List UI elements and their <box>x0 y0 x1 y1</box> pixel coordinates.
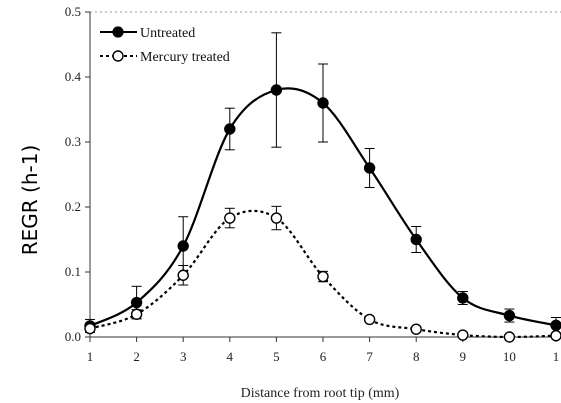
x-tick-label: 3 <box>180 349 187 364</box>
data-point-untreated <box>363 162 376 174</box>
legend-untreated-label: Untreated <box>140 26 195 41</box>
y-tick-label: 0.3 <box>65 134 81 149</box>
series-mercury-treated <box>84 205 561 343</box>
y-tick-label: 0.2 <box>65 199 81 214</box>
data-point-mercury-treated <box>130 308 143 320</box>
x-tick-label: 1 <box>87 349 94 364</box>
data-point-untreated <box>410 233 422 246</box>
series-layer <box>84 32 561 343</box>
data-point-mercury-treated <box>410 323 422 335</box>
data-point-untreated <box>130 296 143 309</box>
data-point-mercury-treated <box>503 331 516 343</box>
y-tick-label: 0.5 <box>65 4 81 19</box>
data-point-mercury-treated <box>457 329 469 341</box>
legend-mercury-label: Mercury treated <box>140 50 230 65</box>
data-point-untreated <box>457 292 469 304</box>
data-point-mercury-treated <box>363 313 376 326</box>
x-tick-label: 10 <box>503 349 516 364</box>
legend-item-untreated: Untreated <box>100 26 195 41</box>
legend: Untreated Mercury treated <box>100 26 230 65</box>
x-tick-label: 5 <box>273 349 280 364</box>
legend-item-mercury: Mercury treated <box>100 50 230 65</box>
y-axis-label: REGR (h-1) <box>18 145 42 256</box>
data-point-untreated <box>550 319 561 331</box>
legend-mercury-marker <box>112 50 124 62</box>
x-tick-label: 8 <box>413 349 420 364</box>
x-tick-label: 1 <box>553 349 560 364</box>
data-point-mercury-treated <box>550 330 561 342</box>
x-tick-label: 7 <box>366 349 373 364</box>
data-point-untreated <box>503 309 516 322</box>
x-tick-label: 9 <box>460 349 467 364</box>
x-tick-label: 6 <box>320 349 327 364</box>
x-tick-label: 4 <box>227 349 234 364</box>
data-point-untreated <box>177 240 189 252</box>
y-axis-ticks: 0.0 0.1 0.2 0.3 0.4 0.5 <box>65 4 90 344</box>
y-tick-label: 0.0 <box>65 329 81 344</box>
x-axis-label: Distance from root tip (mm) <box>241 386 400 401</box>
data-point-mercury-treated <box>270 212 283 224</box>
data-point-mercury-treated <box>84 322 96 335</box>
legend-untreated-marker <box>112 26 124 38</box>
x-axis-ticks: 1 2 3 4 5 6 7 8 9 10 1 <box>87 337 560 364</box>
series-untreated <box>84 32 561 334</box>
x-tick-label: 2 <box>133 349 140 364</box>
data-point-untreated <box>270 84 283 96</box>
data-point-untreated <box>224 123 236 135</box>
y-tick-label: 0.4 <box>65 69 82 84</box>
data-point-mercury-treated <box>224 212 236 224</box>
data-point-mercury-treated <box>317 270 329 283</box>
data-point-untreated <box>317 97 329 109</box>
y-tick-label: 0.1 <box>65 264 81 279</box>
data-point-mercury-treated <box>177 269 189 281</box>
